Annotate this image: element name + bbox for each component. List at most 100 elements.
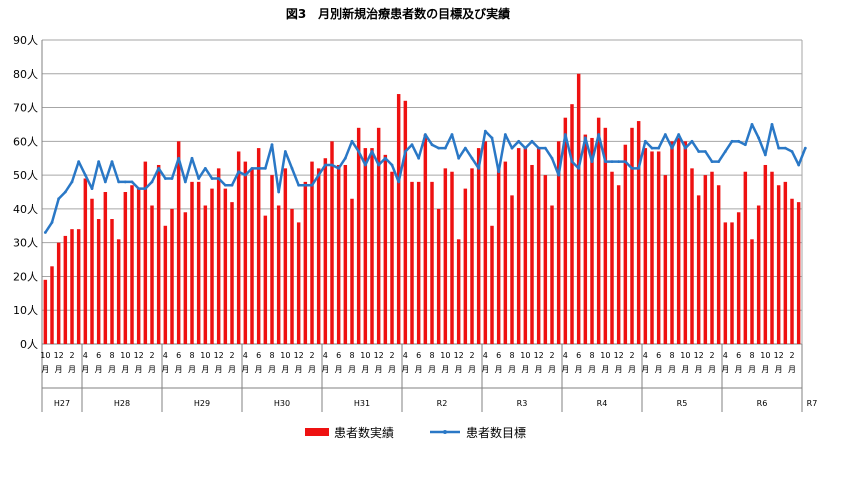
line-point: [277, 190, 281, 194]
bar: [83, 178, 88, 344]
bar: [376, 127, 381, 344]
fiscal-year-label: H28: [114, 399, 130, 408]
bar: [690, 168, 694, 344]
x-tick-label: 8: [109, 351, 114, 360]
bar: [710, 171, 714, 344]
x-axis: 10月12月2月4月6月8月10月12月2月4月6月8月10月12月2月4月6月…: [40, 344, 817, 412]
line-point: [797, 163, 801, 167]
line-series: [43, 123, 807, 234]
line-point: [550, 156, 554, 160]
x-tick-suffix: 月: [481, 365, 489, 374]
x-tick-label: 2: [389, 351, 394, 360]
x-tick-label: 8: [429, 351, 434, 360]
line-point: [743, 143, 747, 147]
line-point: [183, 180, 187, 184]
bar: [50, 266, 54, 344]
line-point: [503, 133, 507, 136]
bar-series: [43, 73, 801, 345]
line-point: [250, 166, 254, 170]
bar: [276, 205, 281, 344]
bar: [116, 239, 121, 344]
line-point: [490, 136, 494, 140]
bar: [530, 164, 534, 344]
x-tick-suffix: 月: [335, 365, 343, 374]
line-point: [737, 139, 741, 143]
x-tick-suffix: 月: [281, 365, 289, 374]
line-point: [323, 163, 327, 167]
line-point: [343, 156, 347, 160]
x-tick-suffix: 月: [415, 365, 423, 374]
bar: [496, 168, 501, 344]
line-point: [703, 150, 707, 153]
y-axis-labels: 0人 10人 20人 30人 40人 50人 60人 70人 80人 90人: [13, 34, 38, 351]
x-tick-label: 4: [643, 351, 648, 360]
bar: [63, 235, 68, 344]
y-tick-label: 90人: [13, 34, 38, 47]
x-tick-label: 2: [549, 351, 554, 360]
x-tick-suffix: 月: [588, 365, 596, 374]
line-point: [437, 146, 441, 150]
bar: [316, 168, 321, 344]
line-point: [263, 166, 267, 170]
bar: [283, 168, 288, 344]
bar: [703, 175, 708, 344]
bar: [196, 181, 201, 344]
line-point: [383, 156, 387, 160]
bar: [223, 188, 228, 344]
x-tick-label: 10: [200, 351, 210, 360]
legend: 患者数実績 患者数目標: [305, 425, 526, 440]
line-point: [803, 146, 807, 150]
line-point: [270, 143, 274, 147]
x-tick-label: 12: [54, 351, 64, 360]
y-tick-label: 20人: [13, 270, 38, 283]
x-tick-label: 12: [774, 351, 784, 360]
bar: [683, 141, 688, 344]
x-tick-label: 12: [454, 351, 464, 360]
line-point: [70, 180, 74, 184]
line-point: [777, 146, 781, 150]
x-tick-label: 10: [40, 351, 50, 360]
bar: [736, 212, 741, 344]
line-point: [517, 139, 521, 143]
bar: [210, 188, 214, 344]
bar: [310, 161, 314, 344]
bar: [410, 181, 414, 344]
bar: [570, 104, 574, 344]
bar: [390, 171, 394, 344]
x-tick-suffix: 月: [241, 365, 249, 374]
x-tick-suffix: 月: [295, 365, 303, 374]
bar: [70, 229, 74, 344]
x-tick-suffix: 月: [641, 365, 649, 374]
y-tick-label: 10人: [13, 304, 38, 317]
x-tick-label: 12: [694, 351, 704, 360]
bar: [550, 205, 554, 344]
line-point: [163, 177, 167, 180]
line-point: [643, 139, 647, 143]
bar: [616, 185, 621, 344]
legend-label-line: 患者数目標: [466, 425, 526, 440]
line-point: [403, 150, 407, 153]
bar: [443, 168, 448, 344]
x-tick-suffix: 月: [668, 365, 676, 374]
line-point: [677, 133, 681, 136]
bar: [383, 154, 388, 344]
bar: [250, 168, 254, 344]
x-tick-suffix: 月: [108, 365, 116, 374]
bar: [783, 181, 788, 344]
bar: [576, 73, 581, 345]
bar: [303, 181, 308, 344]
bar: [450, 171, 454, 344]
x-tick-label: 6: [736, 351, 741, 360]
x-tick-label: 4: [243, 351, 248, 360]
line-point: [190, 156, 194, 160]
bar: [236, 151, 241, 344]
y-tick-label: 40人: [13, 203, 38, 216]
line-point: [337, 166, 341, 170]
bar: [663, 175, 668, 344]
x-tick-suffix: 月: [401, 365, 409, 374]
bar: [650, 151, 654, 344]
bar: [603, 127, 608, 344]
x-tick-label: 2: [149, 351, 154, 360]
line-point: [770, 123, 774, 126]
line-point: [90, 187, 94, 191]
